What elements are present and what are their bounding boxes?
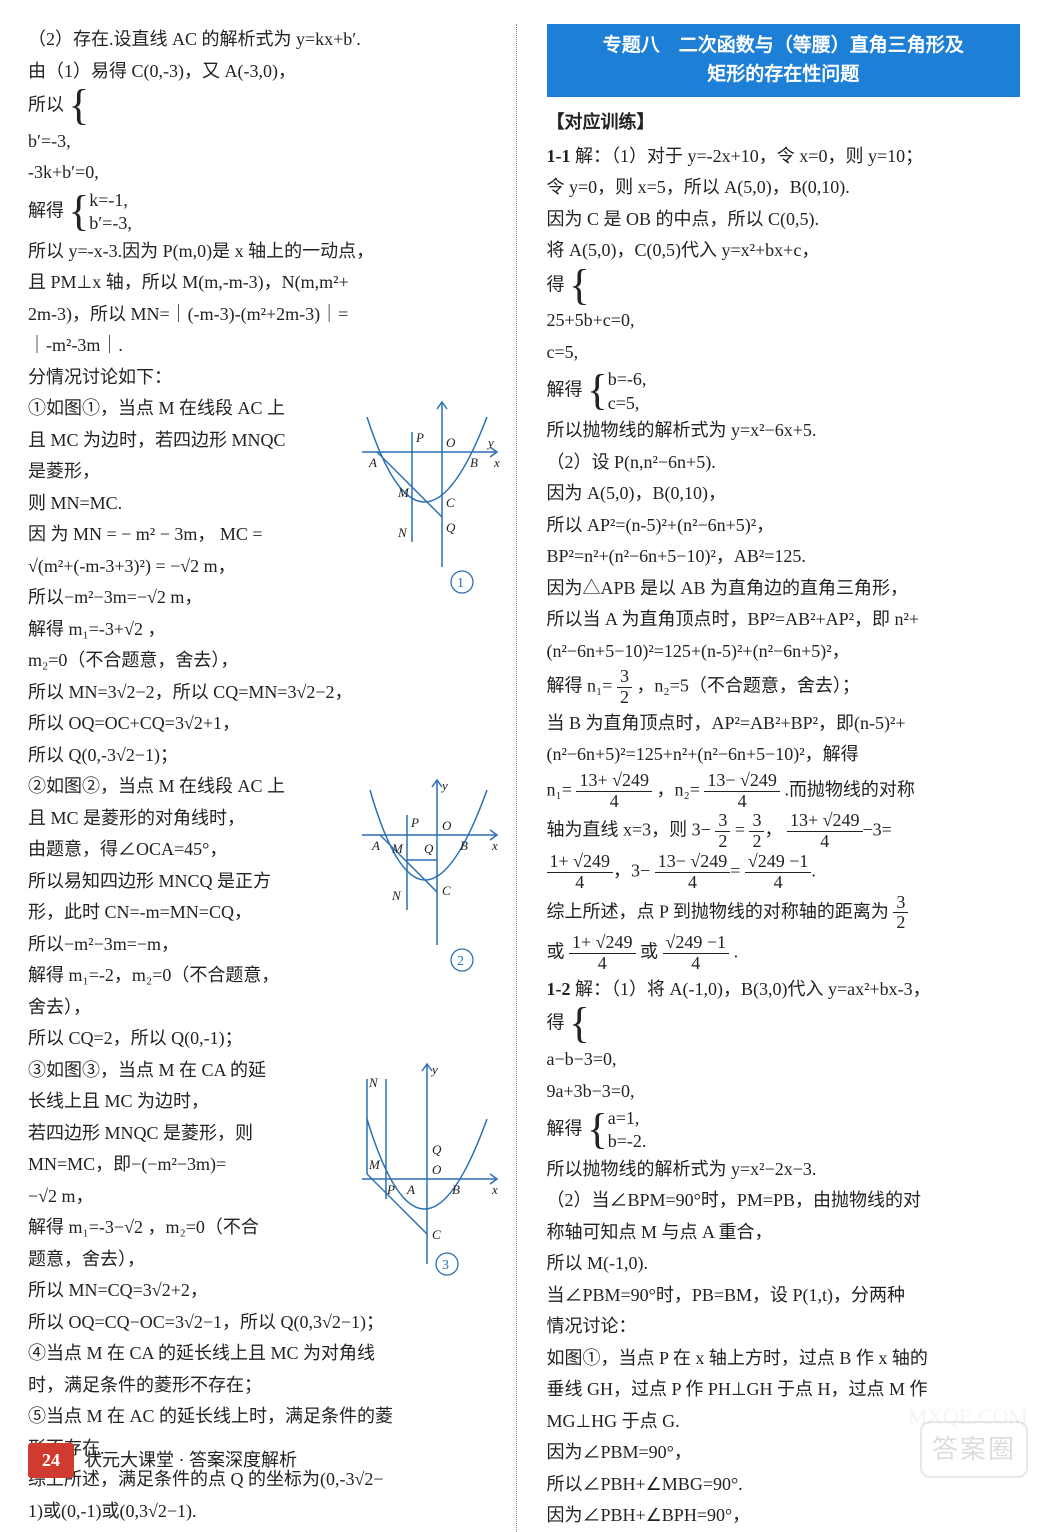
system-line: 所以 {: [28, 87, 502, 126]
svg-text:2: 2: [457, 954, 464, 969]
text-line: 令 y=0，则 x=5，所以 A(5,0)，B(0,10).: [547, 172, 1021, 204]
text-line: 当 B 为直角顶点时，AP²=AB²+BP²，即(n-5)²+: [547, 708, 1021, 740]
text-line: （2）设 P(n,n²−6n+5).: [547, 447, 1021, 479]
text-line: 所以 CQ=2，所以 Q(0,-1)；: [28, 1023, 502, 1055]
svg-text:O: O: [442, 818, 452, 833]
text-line: 分情况讨论如下：: [28, 362, 502, 394]
svg-text:A: A: [371, 838, 380, 853]
frac-roots: n₁= 13+ √2494 ，n₂= 13− √2494 .而抛物线的对称: [547, 771, 1021, 812]
problem-line: 1-1 解：（1）对于 y=-2x+10，令 x=0，则 y=10；: [547, 141, 1021, 173]
svg-text:O: O: [432, 1162, 442, 1177]
svg-text:x: x: [491, 838, 498, 853]
text-line: 所以 y=-x-3.因为 P(m,0)是 x 轴上的一动点，: [28, 236, 502, 268]
page-footer: 24 状元大课堂 · 答案深度解析: [28, 1443, 297, 1479]
svg-text:M: M: [368, 1157, 381, 1172]
svg-text:3: 3: [442, 1258, 449, 1273]
svg-text:Q: Q: [424, 841, 434, 856]
text-line: ⑤当点 M 在 AC 的延长线上时，满足条件的菱: [28, 1401, 502, 1433]
svg-text:P: P: [410, 815, 419, 830]
figure-2: y x A B P M N C Q O 2: [352, 775, 502, 975]
text-line: BP²=n²+(n²−6n+5−10)²，AB²=125.: [547, 541, 1021, 573]
calc-line2: 1+ √2494，3− 13− √2494= √249 −14.: [547, 852, 1021, 893]
figure-3: y x A B P M N C Q O 3: [352, 1059, 502, 1279]
text-line: 且 PM⊥x 轴，所以 M(m,-m-3)，N(m,m²+: [28, 267, 502, 299]
problem-line: 1-2 解：（1）将 A(-1,0)，B(3,0)代入 y=ax²+bx-3，: [547, 974, 1021, 1006]
text-line: 如图①，当点 P 在 x 轴上方时，过点 B 作 x 轴的: [547, 1343, 1021, 1375]
svg-text:y: y: [486, 435, 494, 450]
text-line: 所以 M(-1,0).: [547, 1248, 1021, 1280]
svg-text:C: C: [446, 495, 455, 510]
footer-text: 状元大课堂 · 答案深度解析: [84, 1445, 297, 1477]
svg-text:M: M: [397, 485, 410, 500]
text-line: 所以 Q(0,-3√2−1)；: [28, 740, 502, 772]
text-line: (n²−6n+5−10)²=125+(n-5)²+(n²−6n+5)²，: [547, 636, 1021, 668]
frac-line: 解得 n₁= 32 ，n₂=5（不合题意，舍去）；: [547, 667, 1021, 708]
text-line: 因为 C 是 OB 的中点，所以 C(0,5).: [547, 204, 1021, 236]
system-line: 得 {: [547, 1005, 1021, 1044]
text-line: ｜-m²-3m｜.: [28, 330, 502, 362]
right-column: 专题八 二次函数与（等腰）直角三角形及 矩形的存在性问题 【对应训练】 1-1 …: [545, 24, 1021, 1532]
text-line: 解得 m₁=-3+√2 ，: [28, 614, 502, 646]
text-line: 所以 OQ=OC+CQ=3√2+1，: [28, 708, 502, 740]
text-line: (n²−6n+5)²=125+n²+(n²−6n+5−10)²，解得: [547, 739, 1021, 771]
text-line: 当∠PBM=90°时，PB=BM，设 P(1,t)，分两种: [547, 1280, 1021, 1312]
text-line: 因为 A(5,0)，B(0,10)，: [547, 478, 1021, 510]
system-line: 得 {: [547, 267, 1021, 306]
text-line: 舍去），: [28, 992, 502, 1024]
svg-text:x: x: [491, 1182, 498, 1197]
svg-text:C: C: [442, 883, 451, 898]
figure-1: y x A O B P M N C Q 1: [352, 397, 502, 597]
svg-text:N: N: [391, 888, 402, 903]
svg-text:N: N: [368, 1075, 379, 1090]
calc-line: 轴为直线 x=3，则 3− 32 = 32， 13+ √2494−3=: [547, 811, 1021, 852]
text-line: 2m-3)，所以 MN=｜(-m-3)-(m²+2m-3)｜=: [28, 299, 502, 331]
text-line: 时，满足条件的菱形不存在；: [28, 1370, 502, 1402]
svg-text:Q: Q: [432, 1142, 442, 1157]
text-line: 综上所述，点 P 到抛物线的对称轴的距离为 32: [547, 893, 1021, 934]
text-line: 称轴可知点 M 与点 A 重合，: [547, 1217, 1021, 1249]
watermark-main: 答案圈: [920, 1421, 1028, 1479]
svg-text:P: P: [415, 430, 424, 445]
svg-text:A: A: [406, 1182, 415, 1197]
svg-text:B: B: [470, 455, 478, 470]
text-line: 所以 AP²=(n-5)²+(n²−6n+5)²，: [547, 510, 1021, 542]
svg-text:C: C: [432, 1227, 441, 1242]
svg-text:B: B: [460, 838, 468, 853]
text-line: 所以抛物线的解析式为 y=x²−2x−3.: [547, 1154, 1021, 1186]
svg-text:P: P: [386, 1182, 395, 1197]
svg-text:B: B: [452, 1182, 460, 1197]
svg-text:O: O: [446, 435, 456, 450]
text-line: 因为△APB 是以 AB 为直角边的直角三角形，: [547, 573, 1021, 605]
text-line: （2）存在.设直线 AC 的解析式为 y=kx+b′.: [28, 24, 502, 56]
text-line: 由（1）易得 C(0,-3)，又 A(-3,0)，: [28, 56, 502, 88]
text-line: 所以 MN=3√2−2，所以 CQ=MN=3√2−2，: [28, 677, 502, 709]
text-line: 将 A(5,0)，C(0,5)代入 y=x²+bx+c，: [547, 235, 1021, 267]
svg-text:1: 1: [457, 576, 464, 591]
text-line: 所以 OQ=CQ−OC=3√2−1，所以 Q(0,3√2−1)；: [28, 1307, 502, 1339]
svg-text:y: y: [430, 1062, 438, 1077]
text-line: 因为∠PBH+∠BPH=90°，: [547, 1500, 1021, 1532]
text-line: 所以 MN=CQ=3√2+2，: [28, 1275, 502, 1307]
text-line: ④当点 M 在 CA 的延长线上且 MC 为对角线: [28, 1338, 502, 1370]
svg-text:N: N: [397, 525, 408, 540]
left-column: （2）存在.设直线 AC 的解析式为 y=kx+b′. 由（1）易得 C(0,-…: [28, 24, 517, 1532]
text-line: （2）当∠BPM=90°时，PM=PB，由抛物线的对: [547, 1185, 1021, 1217]
svg-text:y: y: [440, 778, 448, 793]
svg-text:Q: Q: [446, 520, 456, 535]
page-number-badge: 24: [28, 1443, 74, 1479]
svg-text:M: M: [391, 841, 404, 856]
svg-text:A: A: [368, 455, 377, 470]
svg-text:x: x: [493, 455, 500, 470]
text-line: 所以抛物线的解析式为 y=x²−6x+5.: [547, 415, 1021, 447]
text-line: m₂=0（不合题意，舍去），: [28, 645, 502, 677]
text-line: 情况讨论：: [547, 1311, 1021, 1343]
text-line: 1)或(0,-1)或(0,3√2−1).: [28, 1496, 502, 1528]
or-line: 或 1+ √2494 或 √249 −14 .: [547, 933, 1021, 974]
text-line: 所以当 A 为直角顶点时，BP²=AB²+AP²，即 n²+: [547, 604, 1021, 636]
topic-banner: 专题八 二次函数与（等腰）直角三角形及 矩形的存在性问题: [547, 24, 1021, 97]
section-heading: 【对应训练】: [547, 107, 1021, 139]
